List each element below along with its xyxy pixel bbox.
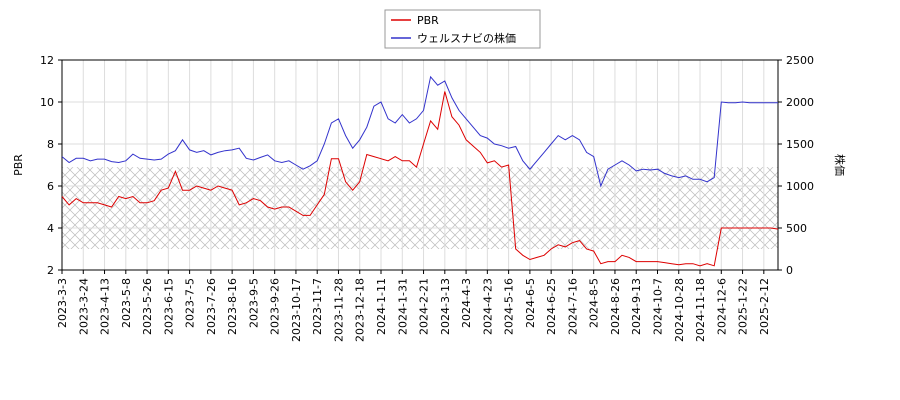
x-tick-label: 2024-8-26	[609, 278, 622, 335]
x-tick-label: 2024-4-3	[460, 278, 473, 328]
x-tick-label: 2023-6-15	[162, 278, 175, 335]
x-tick-label: 2024-4-23	[481, 278, 494, 335]
y2-tick-label: 0	[786, 264, 793, 277]
x-tick-label: 2023-5-8	[120, 278, 133, 328]
x-tick-label: 2023-11-7	[311, 278, 324, 335]
x-tick-label: 2024-3-13	[439, 278, 452, 335]
x-tick-label: 2023-8-16	[226, 278, 239, 335]
y-tick-label: 4	[47, 222, 54, 235]
y-axis-label: PBR	[12, 154, 25, 176]
series-line	[61, 91, 779, 267]
y-tick-label: 2	[47, 264, 54, 277]
y2-tick-label: 500	[786, 222, 807, 235]
series-line	[61, 75, 778, 188]
x-tick-label: 2024-6-5	[524, 278, 537, 328]
x-tick-label: 2025-1-22	[737, 278, 750, 335]
x-tick-label: 2024-5-16	[503, 278, 516, 335]
legend-label: PBR	[417, 14, 439, 27]
y-tick-label: 6	[47, 180, 54, 193]
x-tick-label: 2025-2-12	[758, 278, 771, 335]
y-tick-label: 8	[47, 138, 54, 151]
x-tick-label: 2024-8-5	[588, 278, 601, 328]
x-tick-label: 2023-12-18	[354, 278, 367, 342]
y2-tick-label: 1000	[786, 180, 814, 193]
y-tick-label: 10	[40, 96, 54, 109]
y2-tick-label: 1500	[786, 138, 814, 151]
x-tick-label: 2023-9-5	[247, 278, 260, 328]
x-tick-label: 2024-2-21	[418, 278, 431, 335]
legend-label: ウェルスナビの株価	[417, 31, 516, 45]
x-tick-label: 2024-6-25	[545, 278, 558, 335]
shaded-range	[62, 167, 778, 249]
x-tick-label: 2023-10-17	[290, 278, 303, 342]
x-tick-label: 2024-10-28	[673, 278, 686, 342]
y-tick-label: 12	[40, 54, 54, 67]
x-tick-label: 2023-5-26	[141, 278, 154, 335]
x-tick-label: 2024-10-7	[651, 278, 664, 335]
x-tick-label: 2023-7-26	[205, 278, 218, 335]
legend: PBR ウェルスナビの株価	[384, 9, 541, 49]
plot-frame	[61, 59, 779, 271]
y2-tick-label: 2000	[786, 96, 814, 109]
x-tick-label: 2024-7-16	[566, 278, 579, 335]
x-tick-label: 2024-12-6	[715, 278, 728, 335]
x-tick-label: 2023-11-28	[332, 278, 345, 342]
x-tick-label: 2024-1-31	[396, 278, 409, 335]
x-tick-label: 2023-7-5	[184, 278, 197, 328]
x-tick-label: 2023-3-3	[56, 278, 69, 328]
legend-box	[384, 9, 541, 49]
x-tick-label: 2024-9-13	[630, 278, 643, 335]
y2-tick-label: 2500	[786, 54, 814, 67]
x-tick-label: 2024-11-18	[694, 278, 707, 342]
x-tick-label: 2023-4-13	[99, 278, 112, 335]
x-tick-label: 2023-3-24	[77, 278, 90, 335]
y2-axis-label: 株価	[833, 154, 847, 176]
x-tick-label: 2023-9-26	[269, 278, 282, 335]
x-tick-label: 2024-1-11	[375, 278, 388, 335]
